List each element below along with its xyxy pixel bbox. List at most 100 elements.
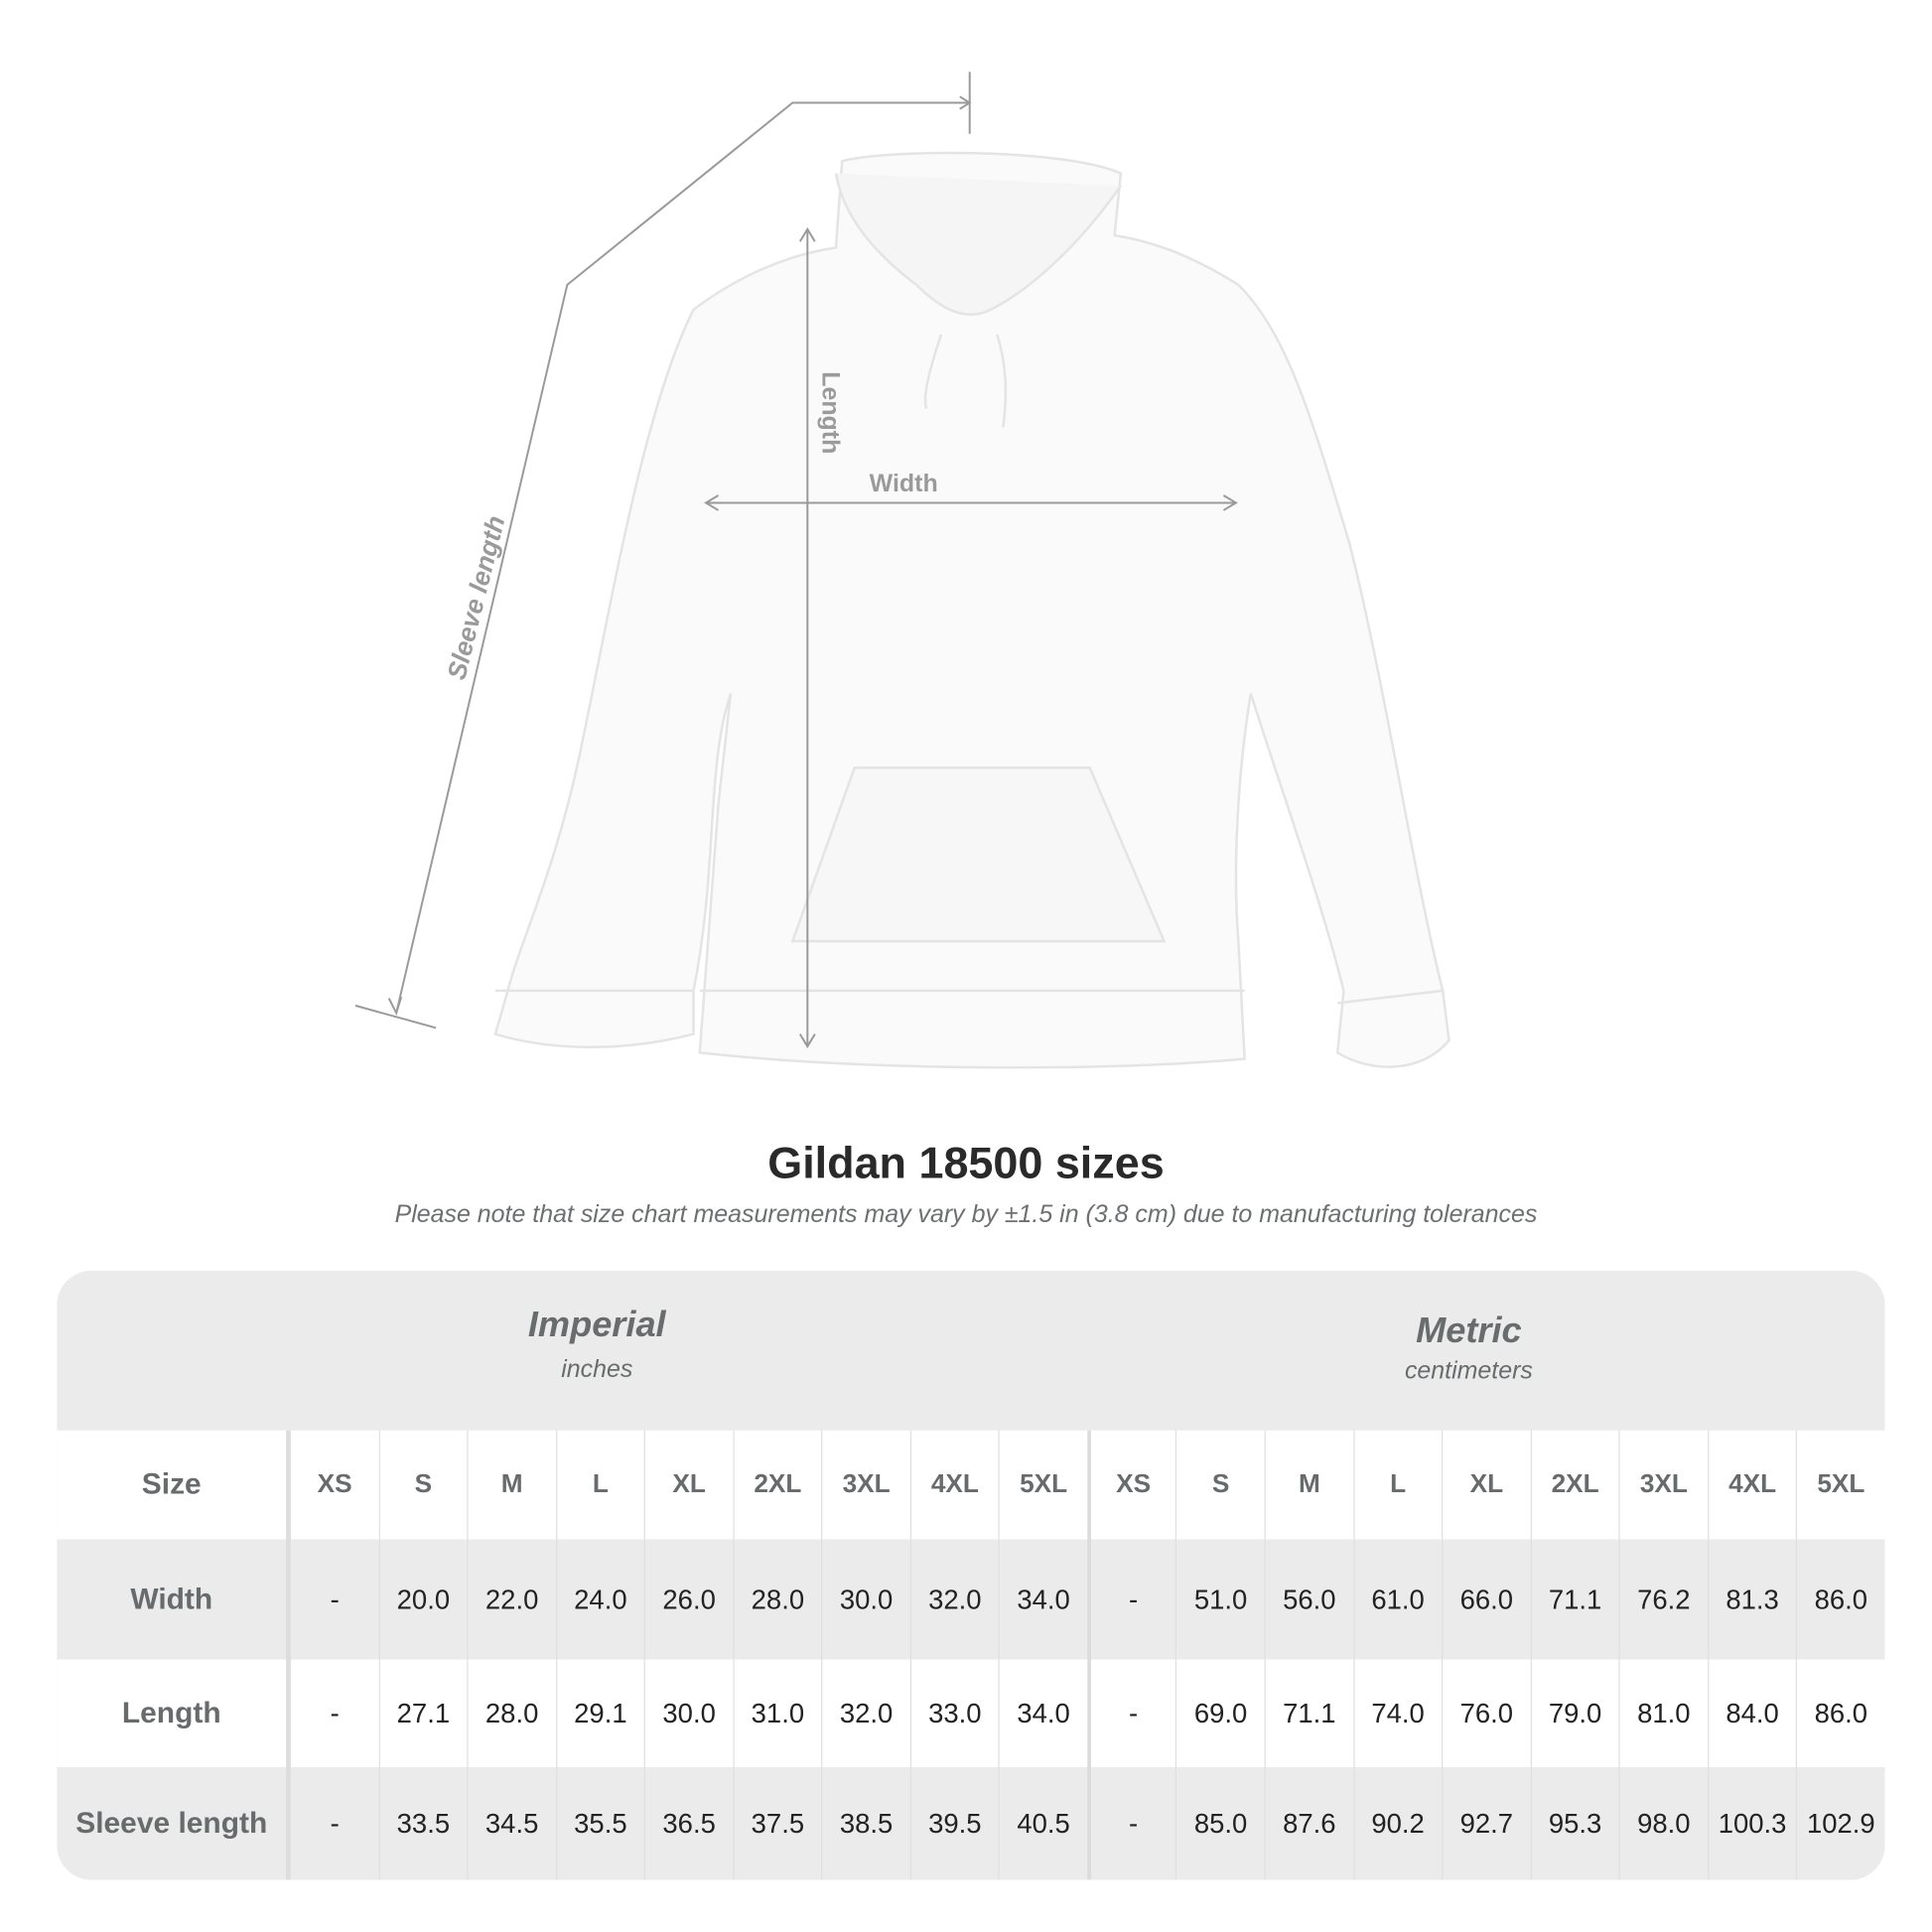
imperial-value-cell: 30.0 [821, 1539, 909, 1660]
imperial-value-cell: 20.0 [378, 1539, 467, 1660]
imperial-value-cell: 38.5 [821, 1767, 909, 1880]
metric-size-header: M [1264, 1430, 1353, 1540]
metric-size-header: XL [1442, 1430, 1530, 1540]
metric-value-cell: 74.0 [1352, 1659, 1442, 1768]
tolerance-note: Please note that size chart measurements… [394, 1200, 1538, 1229]
hoodie-image [493, 151, 1450, 1069]
imperial-value-cell: 24.0 [555, 1539, 644, 1660]
metric-size-header: L [1352, 1430, 1442, 1540]
imperial-value-cell: 28.0 [467, 1659, 555, 1768]
metric-value-cell: 61.0 [1352, 1539, 1442, 1660]
page-title: Gildan 18500 sizes [767, 1137, 1165, 1188]
length-line [798, 226, 816, 1048]
imperial-value-cell: 22.0 [467, 1539, 555, 1660]
metric-value-cell: 81.3 [1707, 1539, 1796, 1660]
metric-heading: Metric [1416, 1311, 1522, 1351]
metric-size-header: 4XL [1707, 1430, 1796, 1540]
imperial-size-header: M [467, 1430, 555, 1540]
unit-header-band: Imperial inches Metric centimeters [57, 1270, 1885, 1431]
imperial-value-cell: 33.0 [909, 1659, 999, 1768]
metric-value-cell: 69.0 [1175, 1659, 1264, 1768]
metric-value-cell: 100.3 [1707, 1767, 1796, 1880]
imperial-size-header: 3XL [821, 1430, 909, 1540]
metric-value-cell: - [1087, 1539, 1175, 1660]
metric-unit: centimeters [1404, 1357, 1533, 1385]
imperial-value-cell: - [289, 1539, 378, 1660]
imperial-value-cell: 32.0 [821, 1659, 909, 1768]
imperial-unit: inches [561, 1355, 633, 1384]
imperial-value-cell: 33.5 [378, 1767, 467, 1880]
imperial-size-header: XS [289, 1430, 378, 1540]
row-label: Length [57, 1659, 290, 1768]
width-label: Width [870, 470, 938, 497]
metric-value-cell: 92.7 [1442, 1767, 1530, 1880]
metric-size-header: 2XL [1530, 1430, 1618, 1540]
metric-value-cell: 86.0 [1796, 1659, 1884, 1768]
imperial-value-cell: 34.5 [467, 1767, 555, 1880]
imperial-size-header: S [378, 1430, 467, 1540]
metric-value-cell: 81.0 [1618, 1659, 1708, 1768]
imperial-value-cell: 34.0 [998, 1659, 1087, 1768]
imperial-value-cell: - [289, 1767, 378, 1880]
metric-value-cell: - [1087, 1767, 1175, 1880]
imperial-value-cell: 34.0 [998, 1539, 1087, 1660]
imperial-value-cell: 26.0 [643, 1539, 733, 1660]
imperial-size-header: 5XL [998, 1430, 1087, 1540]
imperial-size-header: L [555, 1430, 644, 1540]
size-header-row: Size XS S M L XL 2XL 3XL 4XL 5XL XS S M L XL 2XL 3XL 4XL 5… [57, 1430, 1885, 1540]
sleeve-length-label: Sleeve length [441, 512, 510, 682]
metric-header: Metric centimeters [1345, 1311, 1592, 1386]
size-label: Size [57, 1430, 290, 1540]
row-label: Width [57, 1539, 290, 1660]
size-table: Imperial inches Metric centimeters Size X… [57, 1270, 1885, 1880]
sleeve-length-line [395, 101, 970, 1014]
metric-value-cell: 76.0 [1442, 1659, 1530, 1768]
metric-size-header: S [1175, 1430, 1264, 1540]
metric-value-cell: 85.0 [1175, 1767, 1264, 1880]
length-label: Length [816, 371, 844, 454]
metric-value-cell: 98.0 [1618, 1767, 1708, 1880]
imperial-size-header: 4XL [909, 1430, 999, 1540]
imperial-value-cell: 35.5 [555, 1767, 644, 1880]
metric-value-cell: 76.2 [1618, 1539, 1708, 1660]
imperial-value-cell: 31.0 [733, 1659, 821, 1768]
row-label: Sleeve length [57, 1767, 290, 1880]
metric-size-header: 3XL [1618, 1430, 1708, 1540]
metric-value-cell: 66.0 [1442, 1539, 1530, 1660]
metric-size-header: XS [1087, 1430, 1175, 1540]
metric-value-cell: 79.0 [1530, 1659, 1618, 1768]
dimension-lines [354, 71, 1238, 1048]
imperial-size-header: XL [643, 1430, 733, 1540]
table-row: Length -27.1 28.0 29.1 30.0 31.0 32.0 33.0 34.0-… [57, 1659, 1885, 1768]
imperial-value-cell: - [289, 1659, 378, 1768]
metric-value-cell: 102.9 [1796, 1767, 1884, 1880]
metric-value-cell: 90.2 [1352, 1767, 1442, 1880]
metric-value-cell: 56.0 [1264, 1539, 1353, 1660]
metric-value-cell: 71.1 [1530, 1539, 1618, 1660]
metric-size-header: 5XL [1796, 1430, 1884, 1540]
table-row: Width -20.0 22.0 24.0 26.0 28.0 30.0 32.0 34.0-5… [57, 1539, 1885, 1660]
metric-value-cell: 95.3 [1530, 1767, 1618, 1880]
imperial-header: Imperial inches [474, 1306, 721, 1385]
imperial-value-cell: 32.0 [909, 1539, 999, 1660]
metric-value-cell: - [1087, 1659, 1175, 1768]
metric-value-cell: 71.1 [1264, 1659, 1353, 1768]
metric-value-cell: 86.0 [1796, 1539, 1884, 1660]
imperial-value-cell: 29.1 [555, 1659, 644, 1768]
imperial-value-cell: 36.5 [643, 1767, 733, 1880]
imperial-value-cell: 30.0 [643, 1659, 733, 1768]
imperial-value-cell: 37.5 [733, 1767, 821, 1880]
width-line [704, 494, 1238, 511]
hoodie-diagram: Length Width Sleeve length [354, 71, 1450, 1069]
metric-value-cell: 87.6 [1264, 1767, 1353, 1880]
table-row: Sleeve length -33.5 34.5 35.5 36.5 37.5 38.5 39… [57, 1767, 1885, 1880]
imperial-value-cell: 28.0 [733, 1539, 821, 1660]
imperial-value-cell: 39.5 [909, 1767, 999, 1880]
metric-value-cell: 51.0 [1175, 1539, 1264, 1660]
imperial-heading: Imperial [527, 1305, 666, 1345]
imperial-size-header: 2XL [733, 1430, 821, 1540]
imperial-value-cell: 27.1 [378, 1659, 467, 1768]
metric-value-cell: 84.0 [1707, 1659, 1796, 1768]
imperial-value-cell: 40.5 [998, 1767, 1087, 1880]
